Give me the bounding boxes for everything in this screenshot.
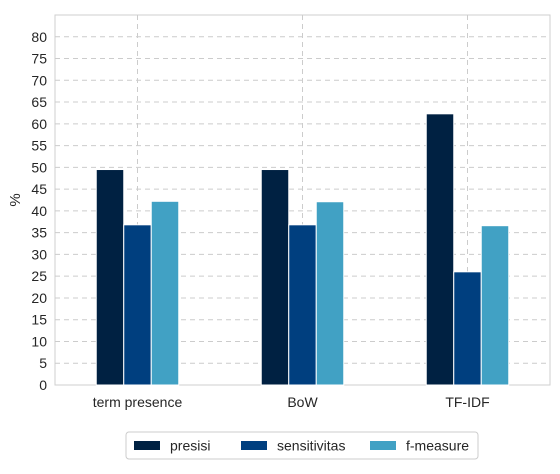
y-tick-label: 50 bbox=[31, 159, 47, 175]
x-tick-label: TF-IDF bbox=[445, 394, 489, 410]
bar-sensitivitas-2 bbox=[453, 271, 482, 386]
y-tick-label: 80 bbox=[31, 29, 47, 45]
y-tick-label: 55 bbox=[31, 138, 47, 154]
y-tick-label: 30 bbox=[31, 246, 47, 262]
bar-f-measure-1 bbox=[315, 201, 345, 386]
legend-label-presisi: presisi bbox=[170, 438, 210, 454]
x-tick-label: BoW bbox=[287, 394, 318, 410]
legend-swatch-sensitivitas bbox=[241, 441, 267, 450]
bar-sensitivitas-0 bbox=[123, 224, 152, 386]
y-axis-ticks: 0 5 10 15 20 25 30 35 40 45 50 55 60 65 70 75 80 bbox=[31, 29, 47, 393]
y-axis-label: % bbox=[7, 193, 24, 206]
y-tick-label: 75 bbox=[31, 51, 47, 67]
y-tick-label: 10 bbox=[31, 333, 47, 349]
legend: presisi sensitivitas f-measure bbox=[125, 431, 479, 460]
y-tick-label: 20 bbox=[31, 290, 47, 306]
legend-swatch-presisi bbox=[134, 441, 160, 450]
y-tick-label: 35 bbox=[31, 225, 47, 241]
y-tick-label: 0 bbox=[39, 377, 47, 393]
y-tick-label: 40 bbox=[31, 203, 47, 219]
bar-presisi-2 bbox=[425, 113, 455, 386]
x-tick-label: term presence bbox=[93, 394, 183, 410]
y-tick-label: 65 bbox=[31, 94, 47, 110]
bar-sensitivitas-1 bbox=[288, 224, 317, 386]
y-tick-label: 60 bbox=[31, 116, 47, 132]
y-tick-label: 25 bbox=[31, 268, 47, 284]
legend-box bbox=[125, 431, 479, 460]
bar-presisi-0 bbox=[95, 169, 125, 386]
y-tick-label: 45 bbox=[31, 181, 47, 197]
legend-label-f-measure: f-measure bbox=[406, 438, 469, 454]
y-tick-label: 70 bbox=[31, 72, 47, 88]
bar-f-measure-2 bbox=[480, 225, 510, 386]
bar-presisi-1 bbox=[260, 169, 290, 386]
legend-swatch-f-measure bbox=[370, 441, 396, 450]
bars bbox=[95, 113, 510, 386]
y-tick-label: 5 bbox=[39, 355, 47, 371]
legend-label-sensitivitas: sensitivitas bbox=[277, 438, 345, 454]
y-tick-label: 15 bbox=[31, 312, 47, 328]
x-axis-ticks: term presence BoW TF-IDF bbox=[93, 394, 490, 410]
bar-f-measure-0 bbox=[150, 200, 180, 386]
